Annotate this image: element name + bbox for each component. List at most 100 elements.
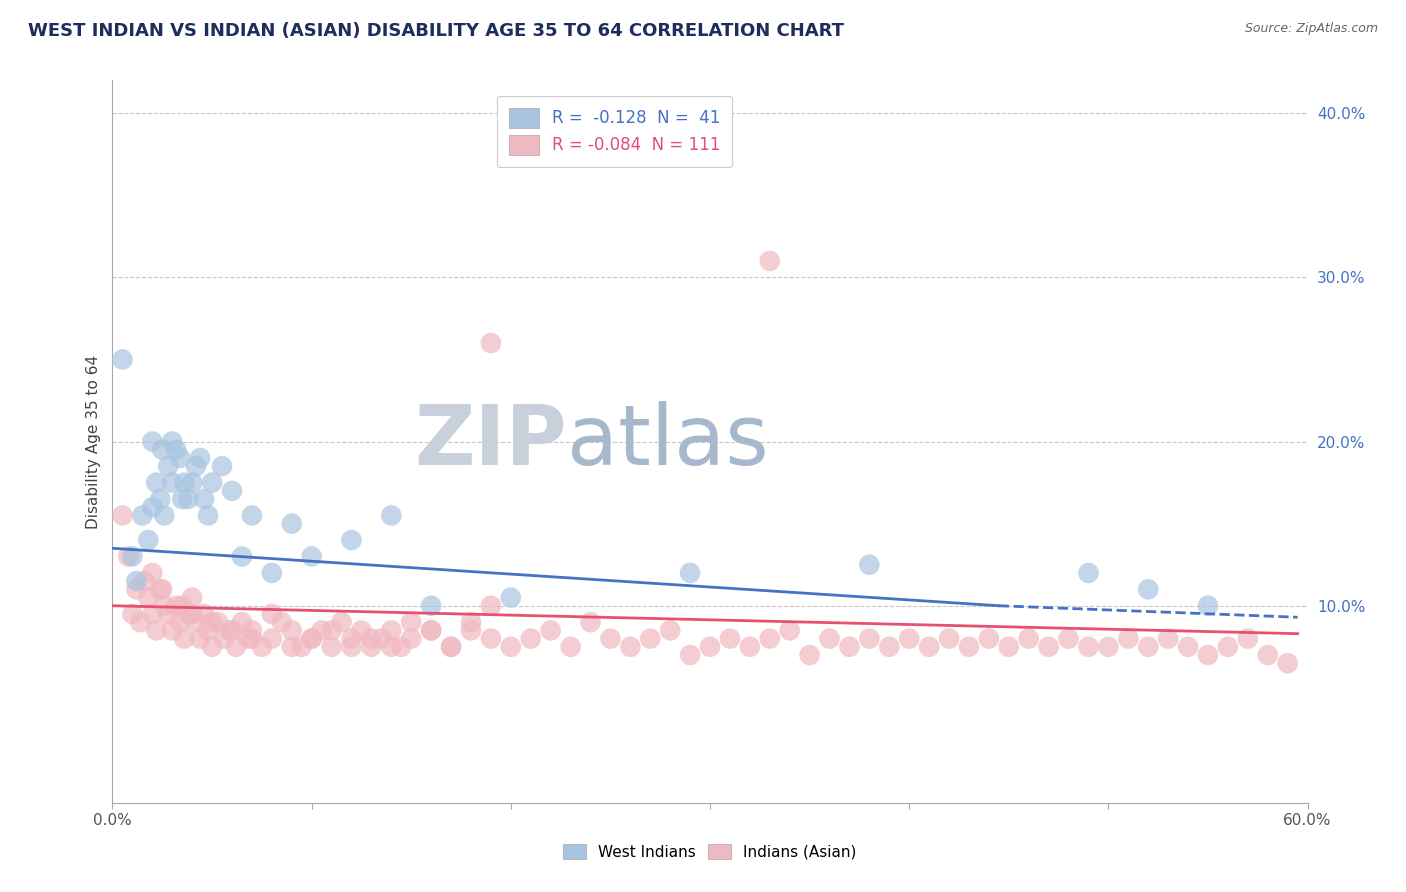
Point xyxy=(1257,648,1279,662)
Point xyxy=(340,640,363,654)
Point xyxy=(479,336,502,351)
Point xyxy=(401,615,423,630)
Point xyxy=(177,607,200,621)
Point xyxy=(1137,582,1160,597)
Point xyxy=(141,500,163,515)
Point xyxy=(260,607,283,621)
Point xyxy=(134,574,156,588)
Point xyxy=(311,624,333,638)
Point xyxy=(149,491,172,506)
Point xyxy=(1118,632,1140,646)
Point xyxy=(1237,632,1260,646)
Point xyxy=(225,640,247,654)
Point xyxy=(193,491,215,506)
Point xyxy=(231,615,253,630)
Point xyxy=(1197,648,1219,662)
Legend: West Indians, Indians (Asian): West Indians, Indians (Asian) xyxy=(555,836,865,867)
Point xyxy=(838,640,860,654)
Point xyxy=(938,632,960,646)
Point xyxy=(389,640,412,654)
Point xyxy=(240,632,263,646)
Point xyxy=(149,582,172,597)
Point xyxy=(173,632,195,646)
Point xyxy=(186,459,208,474)
Point xyxy=(957,640,980,654)
Point xyxy=(145,624,167,638)
Point xyxy=(679,648,702,662)
Point xyxy=(1077,640,1099,654)
Point xyxy=(150,442,173,457)
Point xyxy=(188,632,211,646)
Point xyxy=(231,549,253,564)
Point xyxy=(918,640,941,654)
Point xyxy=(479,599,502,613)
Point xyxy=(162,475,183,490)
Point xyxy=(858,632,880,646)
Text: WEST INDIAN VS INDIAN (ASIAN) DISABILITY AGE 35 TO 64 CORRELATION CHART: WEST INDIAN VS INDIAN (ASIAN) DISABILITY… xyxy=(28,22,844,40)
Point xyxy=(460,624,482,638)
Point xyxy=(759,632,782,646)
Point xyxy=(193,607,215,621)
Point xyxy=(201,615,224,630)
Point xyxy=(579,615,602,630)
Point xyxy=(211,459,233,474)
Point xyxy=(460,615,482,630)
Point xyxy=(380,624,402,638)
Point xyxy=(350,624,373,638)
Point xyxy=(1077,566,1099,580)
Point xyxy=(169,615,191,630)
Point xyxy=(879,640,901,654)
Point xyxy=(207,615,229,630)
Point xyxy=(420,624,443,638)
Point xyxy=(145,475,167,490)
Point xyxy=(679,566,702,580)
Point xyxy=(181,591,204,605)
Point xyxy=(138,591,160,605)
Point xyxy=(1038,640,1060,654)
Point xyxy=(281,624,304,638)
Point xyxy=(219,624,242,638)
Point xyxy=(1097,640,1119,654)
Point xyxy=(201,475,224,490)
Point xyxy=(301,632,323,646)
Point xyxy=(818,632,841,646)
Point xyxy=(699,640,721,654)
Point xyxy=(718,632,741,646)
Point xyxy=(340,632,363,646)
Point xyxy=(380,640,402,654)
Point xyxy=(157,607,180,621)
Point xyxy=(250,640,273,654)
Point xyxy=(330,615,353,630)
Point xyxy=(150,582,173,597)
Point xyxy=(153,599,176,613)
Point xyxy=(619,640,641,654)
Point xyxy=(738,640,761,654)
Point xyxy=(173,475,195,490)
Point xyxy=(281,640,304,654)
Point xyxy=(301,549,323,564)
Point xyxy=(321,624,343,638)
Point xyxy=(165,599,187,613)
Point xyxy=(420,624,443,638)
Point xyxy=(153,508,176,523)
Point xyxy=(111,508,134,523)
Point xyxy=(1177,640,1199,654)
Point xyxy=(111,352,134,367)
Point xyxy=(197,624,219,638)
Point xyxy=(1157,632,1180,646)
Point xyxy=(138,533,160,547)
Point xyxy=(125,582,148,597)
Point xyxy=(380,508,402,523)
Point xyxy=(188,450,211,465)
Point xyxy=(117,549,139,564)
Point xyxy=(898,632,921,646)
Point xyxy=(172,599,194,613)
Point xyxy=(499,591,522,605)
Point xyxy=(141,434,163,449)
Point xyxy=(1057,632,1080,646)
Point xyxy=(236,632,259,646)
Point xyxy=(172,491,194,506)
Point xyxy=(221,624,243,638)
Point xyxy=(121,607,143,621)
Point xyxy=(270,615,292,630)
